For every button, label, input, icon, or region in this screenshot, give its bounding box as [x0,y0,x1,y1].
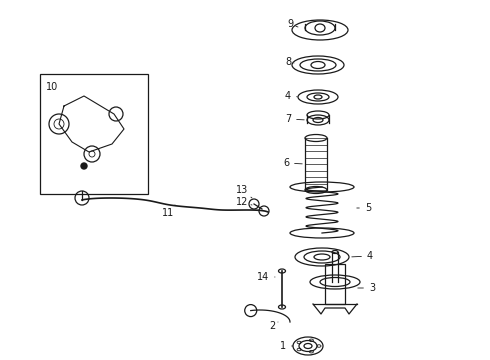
Text: 7: 7 [285,114,304,124]
Bar [40,74,148,194]
Text: 5: 5 [357,203,371,213]
Text: 10: 10 [46,82,58,92]
Text: 8: 8 [285,57,294,67]
Text: 13: 13 [236,185,252,198]
Text: 11: 11 [162,205,175,218]
Text: 2: 2 [269,321,278,331]
Text: 3: 3 [358,283,375,293]
Text: 9: 9 [287,19,298,29]
Text: 14: 14 [257,272,275,282]
Text: 6: 6 [283,158,302,168]
Circle shape [81,163,87,169]
Bar [325,264,345,304]
Text: 4: 4 [285,91,297,101]
Text: 1: 1 [280,341,293,351]
Text: 4: 4 [352,251,373,261]
Text: 12: 12 [236,197,252,207]
